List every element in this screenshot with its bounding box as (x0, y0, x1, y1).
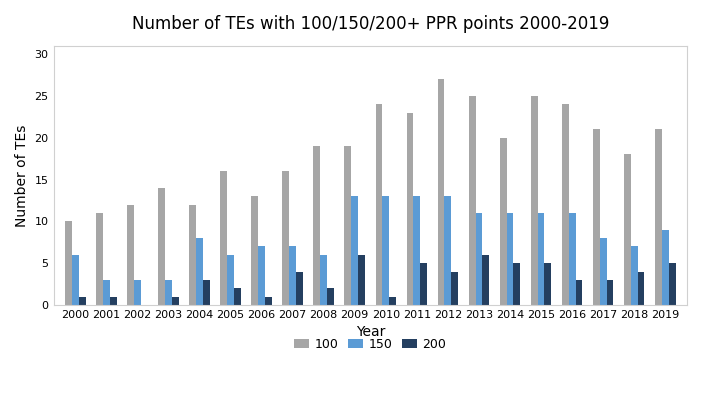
Bar (345, 146, 351, 305)
Bar (669, 263, 675, 305)
Bar (406, 112, 413, 305)
Bar (607, 280, 614, 305)
Bar (72, 255, 79, 305)
Title: Number of TEs with 100/150/200+ PPR points 2000-2019: Number of TEs with 100/150/200+ PPR poin… (131, 15, 609, 33)
Bar (258, 247, 265, 305)
Bar (251, 196, 258, 305)
Bar (203, 280, 210, 305)
Bar (637, 272, 644, 305)
Bar (158, 188, 165, 305)
Bar (437, 79, 444, 305)
Bar (296, 272, 303, 305)
Bar (314, 146, 320, 305)
Bar (234, 288, 241, 305)
Bar (500, 138, 507, 305)
Bar (624, 154, 631, 305)
Bar (420, 263, 427, 305)
Bar (289, 247, 296, 305)
Bar (265, 297, 272, 305)
Bar (507, 213, 513, 305)
Bar (655, 129, 662, 305)
Bar (569, 213, 576, 305)
Bar (282, 171, 289, 305)
Bar (451, 272, 458, 305)
Bar (475, 213, 482, 305)
Bar (513, 263, 520, 305)
Bar (320, 255, 327, 305)
Bar (172, 297, 179, 305)
Bar (227, 255, 234, 305)
Bar (351, 196, 358, 305)
Bar (531, 96, 538, 305)
Bar (127, 205, 134, 305)
Bar (413, 196, 420, 305)
Bar (96, 213, 103, 305)
Bar (196, 238, 203, 305)
Bar (103, 280, 110, 305)
Bar (593, 129, 600, 305)
Bar (134, 280, 141, 305)
Bar (220, 171, 227, 305)
Bar (376, 104, 383, 305)
Bar (482, 255, 489, 305)
Bar (538, 213, 545, 305)
Bar (562, 104, 569, 305)
Bar (327, 288, 334, 305)
Bar (576, 280, 583, 305)
Bar (389, 297, 396, 305)
Bar (190, 205, 196, 305)
Bar (600, 238, 607, 305)
Bar (110, 297, 117, 305)
Bar (358, 255, 365, 305)
Bar (79, 297, 86, 305)
Bar (631, 247, 637, 305)
Bar (444, 196, 451, 305)
Bar (65, 222, 72, 305)
Bar (662, 230, 669, 305)
X-axis label: Year: Year (356, 326, 385, 339)
Bar (469, 96, 475, 305)
Legend: 100, 150, 200: 100, 150, 200 (289, 333, 451, 356)
Bar (545, 263, 551, 305)
Bar (165, 280, 172, 305)
Y-axis label: Number of TEs: Number of TEs (15, 124, 29, 227)
Bar (383, 196, 389, 305)
